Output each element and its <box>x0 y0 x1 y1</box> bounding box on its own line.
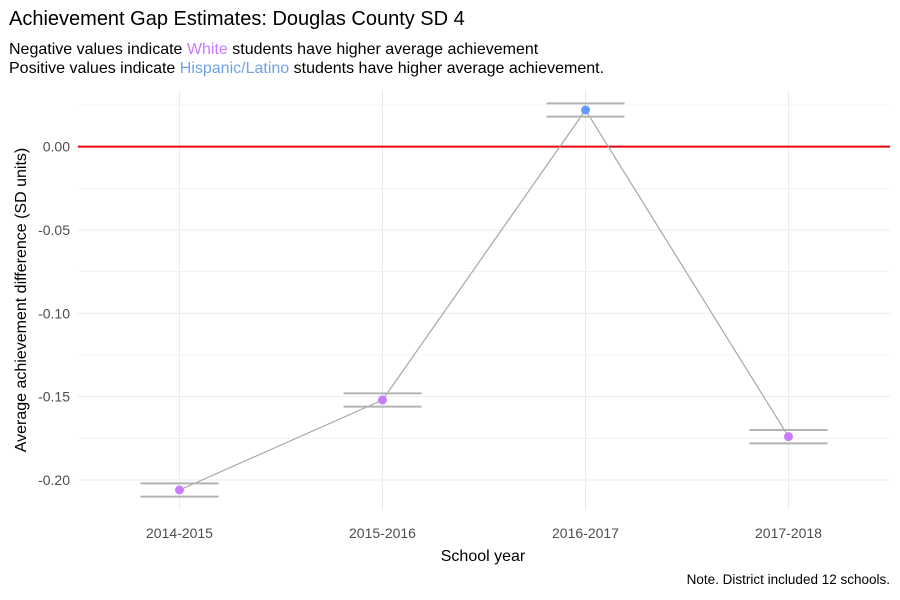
subtitle-2-prefix: Positive values indicate <box>9 60 180 77</box>
subtitle-hispanic-highlight: Hispanic/Latino <box>179 60 290 77</box>
chart-title: Achievement Gap Estimates: Douglas Count… <box>9 8 465 30</box>
data-point <box>378 395 387 405</box>
x-tick-label: 2016-2017 <box>552 525 619 541</box>
error-bars-layer <box>140 102 828 498</box>
x-tick-labels: 2014-2015 2015-2016 2016-2017 2017-2018 <box>146 525 822 541</box>
subtitle-1-prefix: Negative values indicate <box>9 41 187 58</box>
subtitle-white-highlight: White <box>186 41 228 58</box>
error-bar <box>343 392 422 408</box>
chart-subtitle-line-1: Negative values indicate White students … <box>9 41 538 59</box>
error-bar <box>749 429 828 445</box>
error-bar <box>546 102 625 118</box>
x-axis-title: School year <box>441 548 526 565</box>
connector-line-layer <box>179 108 790 491</box>
chart-subtitle-line-2: Positive values indicate Hispanic/Latino… <box>9 60 604 78</box>
data-point <box>581 105 590 115</box>
subtitle-1-suffix: students have higher average achievement <box>227 41 539 58</box>
series-connector-line <box>179 108 790 491</box>
x-tick-label: 2015-2016 <box>349 525 416 541</box>
subtitle-2-suffix: students have higher average achievement… <box>289 60 605 77</box>
y-axis-title: Average achievement difference (SD units… <box>13 148 30 452</box>
data-point <box>175 485 184 495</box>
y-tick-labels: 0.00 -0.05 -0.10 -0.15 -0.20 <box>38 139 70 488</box>
grid-lines <box>78 90 890 510</box>
y-tick-label: -0.10 <box>38 305 70 321</box>
y-tick-label: -0.05 <box>38 222 70 238</box>
y-tick-label: -0.20 <box>38 472 70 488</box>
x-tick-label: 2014-2015 <box>146 525 213 541</box>
y-tick-label: -0.15 <box>38 389 70 405</box>
data-point <box>784 432 793 442</box>
error-bar <box>140 482 219 498</box>
data-points-layer <box>175 105 793 495</box>
x-tick-label: 2017-2018 <box>755 525 822 541</box>
chart-note: Note. District included 12 schools. <box>686 572 890 587</box>
y-tick-label: 0.00 <box>43 139 70 155</box>
